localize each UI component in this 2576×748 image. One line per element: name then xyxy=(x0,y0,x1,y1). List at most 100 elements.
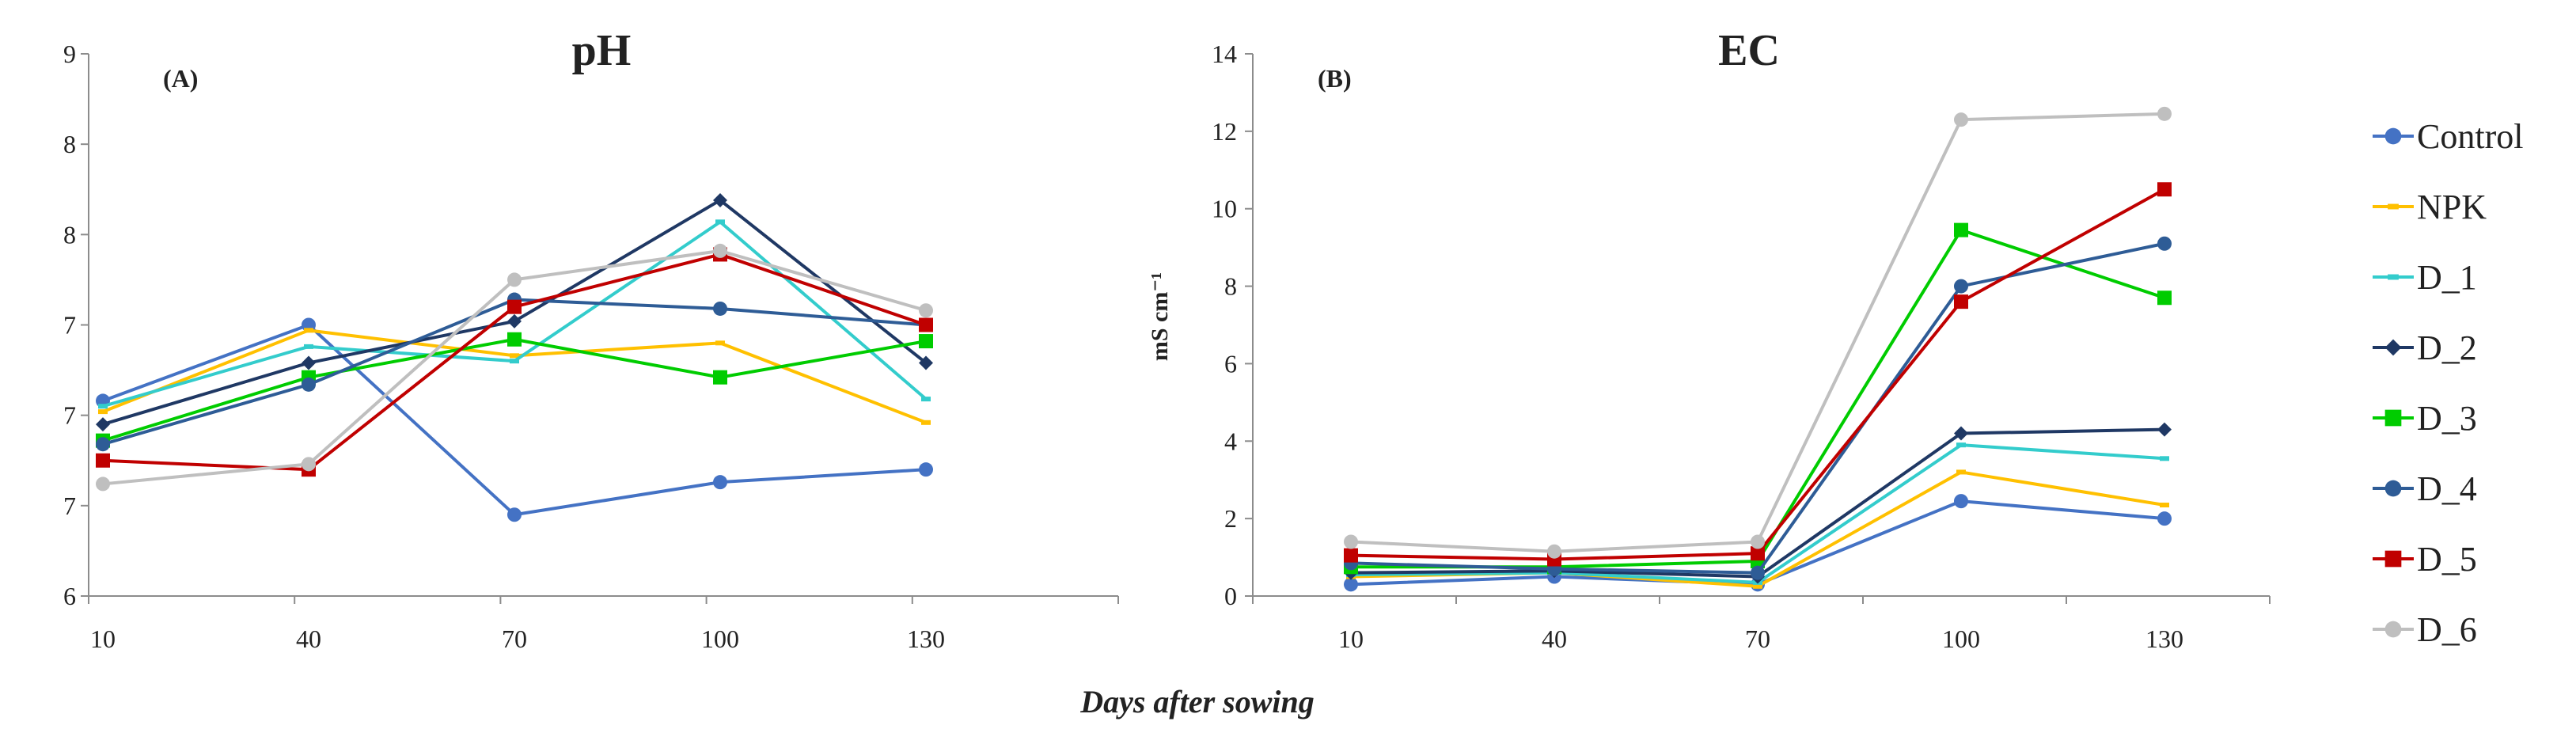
panel-b-point-d-3 xyxy=(2157,290,2172,306)
panel-a-point-d-2 xyxy=(507,313,522,328)
panel-b-y-tick-label: 12 xyxy=(1212,117,1237,146)
panel-b-point-d-4 xyxy=(2157,236,2172,251)
panel-a-point-d-2 xyxy=(919,355,933,370)
panel-b-x-tick-label: 10 xyxy=(1338,625,1364,653)
panel-a-x-tick-label: 130 xyxy=(907,625,945,653)
panel-b-point-d-6 xyxy=(1751,534,1765,549)
panel-b-y-tick-label: 14 xyxy=(1212,40,1237,68)
panel-b-y-tick-label: 6 xyxy=(1224,349,1237,378)
panel-b-point-d-4 xyxy=(1954,279,1968,294)
panel-a-point-d-2 xyxy=(96,417,110,432)
panel-a-point-d-1 xyxy=(715,219,725,225)
panel-b-point-d-5 xyxy=(1954,294,1968,309)
panel-a-point-d-1 xyxy=(921,397,931,402)
panel-a-y-tick-label: 7 xyxy=(63,401,76,430)
x-axis-label: Days after sowing xyxy=(1079,684,1315,720)
panel-a-series xyxy=(96,192,933,522)
panel-a-point-control xyxy=(713,475,727,490)
panel-b-y-tick-label: 2 xyxy=(1224,504,1237,533)
panel-b-series xyxy=(1344,106,2172,592)
panel-a-y-tick-label: 6 xyxy=(63,582,76,610)
panel-a-point-npk xyxy=(510,353,519,359)
legend-label-d-4: D_4 xyxy=(2417,469,2477,508)
panel-b-point-d-1 xyxy=(2160,456,2169,461)
panel-a-ph-chart: (A) pH 6 7 7 7 8 8 9 10 40 70 100 130 xyxy=(63,26,1119,653)
panel-b-title: EC xyxy=(1718,26,1780,75)
panel-a-point-d-2 xyxy=(302,355,316,370)
legend-label-d-1: D_1 xyxy=(2417,258,2477,297)
panel-b-y-axis-label: mS cm⁻¹ xyxy=(1147,272,1173,361)
panel-b-series-line-d-5 xyxy=(1350,188,2165,561)
panel-a-point-d-4 xyxy=(713,301,727,316)
panel-a-point-d-5 xyxy=(507,299,522,314)
panel-a-point-d-1 xyxy=(98,404,108,409)
panel-a-x-tick-label: 10 xyxy=(90,625,116,653)
panel-a-label: (A) xyxy=(163,64,198,93)
panel-b-point-d-5 xyxy=(2157,182,2172,197)
legend-label-control: Control xyxy=(2417,117,2523,156)
panel-a-point-control xyxy=(507,507,522,522)
panel-a-x-tick-label: 100 xyxy=(701,625,739,653)
panel-b-point-d-6 xyxy=(2157,106,2172,121)
panel-b-point-control xyxy=(1954,494,1968,509)
panel-b-x-ticks: 10 40 70 100 130 xyxy=(1252,596,2271,653)
panel-b-y-tick-label: 10 xyxy=(1212,195,1237,223)
panel-a-point-d-6 xyxy=(713,243,727,258)
panel-a-x-tick-label: 70 xyxy=(502,625,527,653)
panel-b-point-control xyxy=(1344,577,1358,592)
panel-a-y-ticks: 6 7 7 7 8 8 9 xyxy=(63,40,89,610)
panel-b-point-d-6 xyxy=(1344,534,1358,549)
panel-a-point-d-3 xyxy=(507,332,522,347)
panel-a-point-npk xyxy=(715,340,725,346)
panel-a-y-tick-label: 7 xyxy=(63,492,76,520)
panel-b-point-d-5 xyxy=(1344,548,1358,563)
panel-a-point-d-1 xyxy=(510,359,519,364)
legend-marker-d-4 xyxy=(2384,480,2402,497)
legend-marker-d-5 xyxy=(2384,550,2402,568)
panel-b-point-d-2 xyxy=(2157,422,2172,437)
legend-marker-npk xyxy=(2388,203,2399,210)
panel-b-point-npk xyxy=(1753,583,1762,589)
panel-a-point-d-6 xyxy=(96,477,110,492)
panel-a-point-d-6 xyxy=(507,272,522,287)
panel-b-y-tick-label: 8 xyxy=(1224,272,1237,301)
panel-b-x-tick-label: 70 xyxy=(1745,625,1770,653)
panel-b-point-d-6 xyxy=(1547,544,1561,559)
panel-b-x-tick-label: 130 xyxy=(2145,625,2183,653)
panel-b-point-d-5 xyxy=(1751,546,1765,561)
panel-b-ec-chart: (B) EC mS cm⁻¹ 0 2 4 6 8 10 12 14 10 40 70 100 130 xyxy=(1147,26,2271,653)
panel-a-point-d-1 xyxy=(304,344,313,349)
panel-b-y-ticks: 0 2 4 6 8 10 12 14 xyxy=(1212,40,1253,610)
legend-label-npk: NPK xyxy=(2417,188,2487,226)
legend-label-d-2: D_2 xyxy=(2417,328,2477,367)
panel-a-y-tick-label: 9 xyxy=(63,40,76,68)
legend-marker-d-6 xyxy=(2384,621,2402,638)
panel-a-point-d-5 xyxy=(96,453,110,468)
panel-a-title: pH xyxy=(572,26,632,75)
panel-b-point-d-2 xyxy=(1954,426,1968,441)
panel-b-point-d-3 xyxy=(1954,222,1968,237)
panel-b-point-d-4 xyxy=(1751,565,1765,580)
legend-marker-d-3 xyxy=(2384,409,2402,427)
panel-b-point-npk xyxy=(1956,469,1966,475)
legend: Control NPK D_1 D_2 D_3 D_4 D_5 D_6 xyxy=(2373,117,2523,649)
panel-a-point-d-3 xyxy=(713,370,727,385)
panel-a-point-npk xyxy=(921,420,931,425)
legend-label-d-3: D_3 xyxy=(2417,399,2477,438)
panel-a-y-tick-label: 8 xyxy=(63,220,76,249)
panel-b-x-tick-label: 40 xyxy=(1542,625,1567,653)
panel-a-point-d-2 xyxy=(713,192,727,207)
panel-a-point-d-6 xyxy=(919,303,933,318)
panel-a-x-tick-label: 40 xyxy=(296,625,321,653)
panel-a-y-tick-label: 8 xyxy=(63,130,76,158)
panel-a-point-d-5 xyxy=(919,317,933,332)
panel-a-x-ticks: 10 40 70 100 130 xyxy=(88,596,1119,653)
panel-b-y-tick-label: 0 xyxy=(1224,582,1237,610)
legend-marker-d-2 xyxy=(2384,339,2402,356)
panel-b-label: (B) xyxy=(1318,64,1352,93)
panel-a-point-control xyxy=(919,462,933,477)
legend-label-d-6: D_6 xyxy=(2417,610,2477,649)
panel-b-point-control xyxy=(2157,511,2172,526)
panel-a-point-d-6 xyxy=(302,457,316,472)
